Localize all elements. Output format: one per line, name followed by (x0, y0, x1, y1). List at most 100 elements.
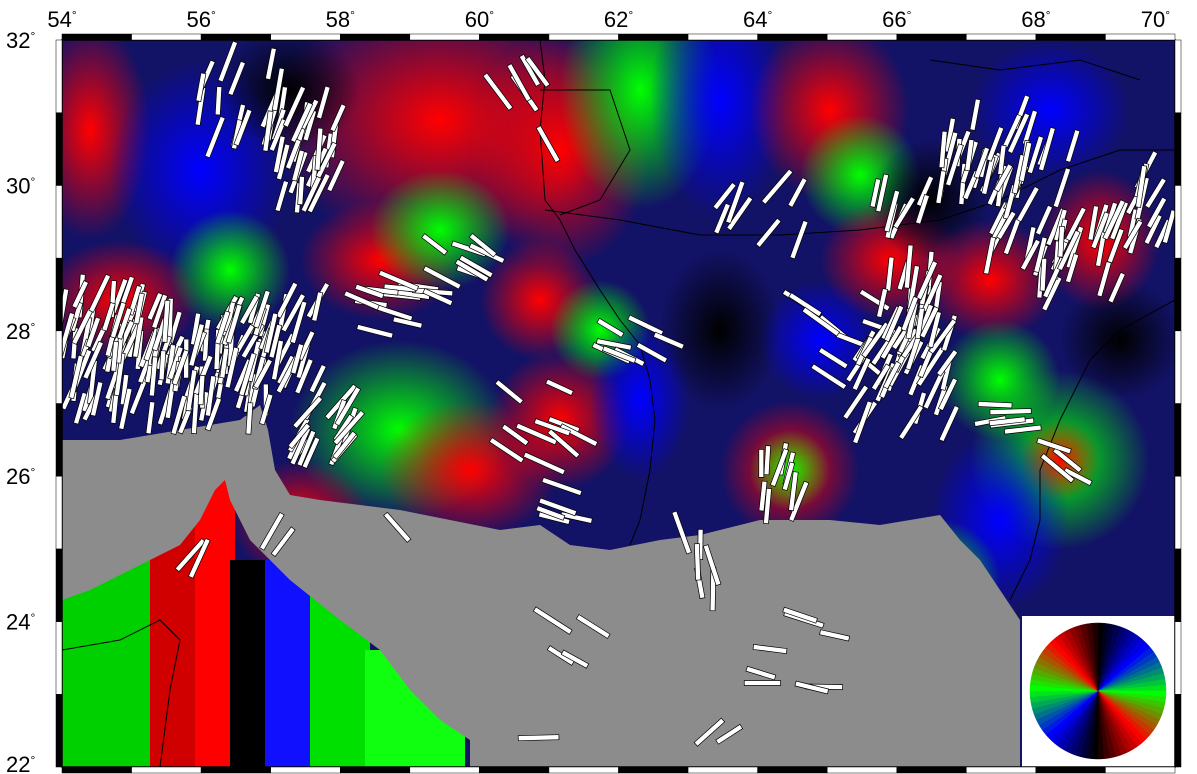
orientation-stick (788, 480, 810, 522)
orientation-stick (794, 680, 830, 695)
orientation-stick (275, 281, 299, 319)
orientation-stick (329, 103, 347, 133)
frame-segment (55, 694, 63, 768)
orientation-stick (875, 173, 890, 213)
orientation-stick (755, 217, 782, 248)
orientation-stick (535, 505, 566, 521)
orientation-stick (560, 649, 590, 669)
orientation-stick (1056, 229, 1081, 271)
orientation-stick (876, 287, 889, 319)
orientation-stick (969, 98, 981, 131)
orientation-stick (1146, 196, 1168, 229)
orientation-stick (818, 347, 849, 370)
frame-segment (200, 33, 271, 41)
orientation-stick (308, 364, 327, 394)
orientation-stick (702, 544, 722, 587)
frame-segment (1174, 39, 1182, 113)
orientation-stick (113, 352, 126, 397)
orientation-stick (270, 526, 296, 558)
orientation-stick (575, 614, 611, 639)
orientation-stick (133, 292, 145, 325)
orientation-stick (224, 346, 240, 389)
orientation-stick (763, 445, 771, 476)
orientation-stick (883, 304, 905, 343)
orientation-stick (1007, 112, 1031, 154)
frame-segment (1174, 548, 1182, 622)
orientation-stick (271, 339, 284, 381)
orientation-stick (693, 717, 726, 747)
frame-segment (409, 33, 480, 41)
orientation-stick (1106, 228, 1125, 264)
orientation-stick (1102, 199, 1126, 241)
orientation-stick (316, 85, 331, 120)
orientation-stick (869, 178, 882, 208)
orientation-stick (109, 301, 127, 339)
orientation-stick (171, 349, 190, 386)
orientation-stick (259, 511, 285, 551)
orientation-stick (195, 72, 207, 102)
orientation-stick (214, 310, 231, 345)
orientation-stick (977, 401, 1013, 409)
orientation-stick (533, 418, 571, 437)
orientation-stick (535, 125, 561, 163)
frame-segment (1174, 694, 1182, 768)
orientation-stick (789, 220, 809, 260)
orientation-stick (1026, 135, 1044, 175)
orientation-stick (334, 386, 362, 427)
color-wheel-wedge (1091, 622, 1099, 692)
orientation-stick (919, 305, 940, 339)
orientation-stick (71, 280, 89, 309)
orientation-stick (983, 236, 997, 275)
orientation-stick (421, 233, 449, 256)
frame-segment (55, 475, 63, 550)
frame-segment (966, 33, 1037, 41)
frame-segment (131, 766, 202, 774)
orientation-stick (788, 471, 799, 512)
orientation-stick (82, 340, 104, 380)
orientation-stick (118, 387, 133, 430)
orientation-stick (712, 181, 737, 211)
orientation-stick (219, 347, 230, 379)
orientation-stick (274, 180, 289, 213)
orientation-stick (914, 307, 925, 340)
frame-segment (340, 766, 411, 774)
orientation-stick (938, 405, 960, 443)
orientation-stick (225, 303, 243, 344)
orientation-stick (268, 118, 287, 152)
frame-segment (200, 766, 271, 774)
orientation-stick (752, 644, 788, 654)
orientation-stick (515, 422, 558, 446)
frame-segment (826, 766, 897, 774)
orientation-stick (458, 254, 494, 279)
frame-segment (55, 185, 63, 259)
orientation-stick (541, 476, 583, 497)
orientation-stick (964, 138, 975, 172)
orientation-stick (148, 356, 159, 397)
orientation-stick (915, 175, 935, 207)
orientation-stick (517, 734, 560, 742)
orientation-stick (145, 401, 156, 435)
orientation-stick (996, 210, 1017, 240)
orientation-stick (861, 321, 890, 359)
orientation-stick (1038, 126, 1056, 172)
orientation-stick (306, 173, 331, 214)
longitude-tick-label: 56° (186, 7, 215, 32)
orientation-sticks (62, 40, 1175, 747)
orientation-stick (1033, 236, 1048, 274)
orientation-stick (291, 149, 305, 182)
orientation-stick (545, 378, 574, 396)
orientation-stick (652, 331, 685, 350)
orientation-stick (88, 273, 112, 313)
orientation-stick (90, 381, 104, 417)
orientation-stick (782, 606, 818, 624)
orientation-stick (253, 289, 271, 329)
longitude-tick-label: 62° (604, 7, 633, 32)
orientation-stick (635, 342, 668, 364)
orientation-stick (715, 723, 744, 745)
orientation-stick (819, 629, 851, 642)
orientation-stick (882, 360, 902, 390)
orientation-stick (1019, 238, 1041, 271)
frame-segment (409, 766, 480, 774)
frame-segment (618, 766, 689, 774)
